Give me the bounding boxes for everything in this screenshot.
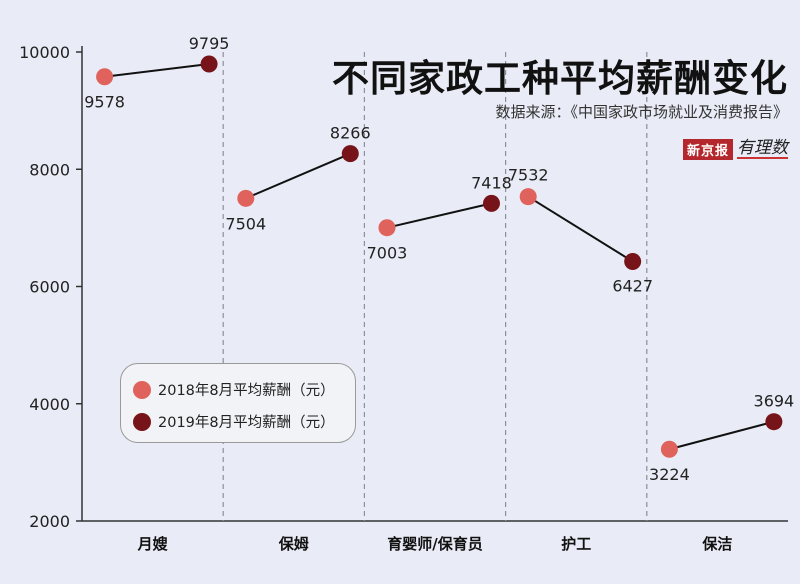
brand-logo: 新京报 有理数 [683, 138, 789, 160]
y-tick-label: 6000 [29, 278, 70, 297]
point-2018 [660, 440, 678, 458]
point-2019 [765, 413, 783, 431]
data-label-2019: 7418 [471, 173, 512, 192]
data-label-2018: 7532 [508, 166, 549, 185]
point-2018 [96, 68, 114, 86]
series-connector-line [245, 152, 351, 200]
y-tick-label: 2000 [29, 512, 70, 531]
point-2019 [624, 252, 642, 270]
data-label-2019: 3694 [754, 392, 795, 411]
y-tick-label: 10000 [19, 43, 70, 62]
brand-logo-script: 有理数 [737, 138, 789, 159]
series-connector-line [669, 420, 775, 451]
data-label-2019: 9795 [189, 34, 230, 53]
legend-label-2018: 2018年8月平均薪酬（元） [158, 383, 335, 399]
y-tick-label: 4000 [29, 395, 70, 414]
series-connector-line [104, 63, 210, 78]
point-2018 [378, 219, 396, 237]
chart-title: 不同家政工种平均薪酬变化 [332, 57, 788, 100]
data-label-2018: 7003 [367, 244, 408, 263]
point-2019 [341, 145, 359, 163]
data-label-2019: 8266 [330, 124, 371, 143]
point-2018 [519, 188, 537, 206]
legend-dot-2019 [133, 412, 151, 431]
legend-item-2018: 2018年8月平均薪酬（元） [133, 379, 335, 400]
point-2018 [237, 189, 255, 207]
data-label-2019: 6427 [612, 276, 653, 295]
data-label-2018: 9578 [84, 93, 125, 112]
category-label: 护工 [561, 535, 591, 553]
legend-dot-2018 [133, 380, 151, 399]
category-label: 育婴师/保育员 [387, 535, 482, 553]
point-2019 [482, 194, 500, 212]
legend: 2018年8月平均薪酬（元） 2019年8月平均薪酬（元） [120, 363, 356, 443]
legend-item-2019: 2019年8月平均薪酬（元） [133, 411, 335, 432]
y-tick-label: 8000 [29, 160, 70, 179]
brand-logo-box: 新京报 [683, 139, 734, 160]
category-label: 保姆 [278, 535, 309, 553]
legend-label-2019: 2019年8月平均薪酬（元） [158, 415, 335, 431]
series-connector-line [386, 202, 492, 229]
chart-subtitle: 数据来源：《中国家政市场就业及消费报告》 [495, 103, 788, 121]
series-connector-line [527, 195, 634, 263]
data-label-2018: 7504 [225, 214, 266, 233]
data-label-2018: 3224 [649, 465, 690, 484]
category-label: 月嫂 [137, 535, 169, 553]
category-label: 保洁 [701, 535, 732, 553]
point-2019 [200, 55, 218, 73]
